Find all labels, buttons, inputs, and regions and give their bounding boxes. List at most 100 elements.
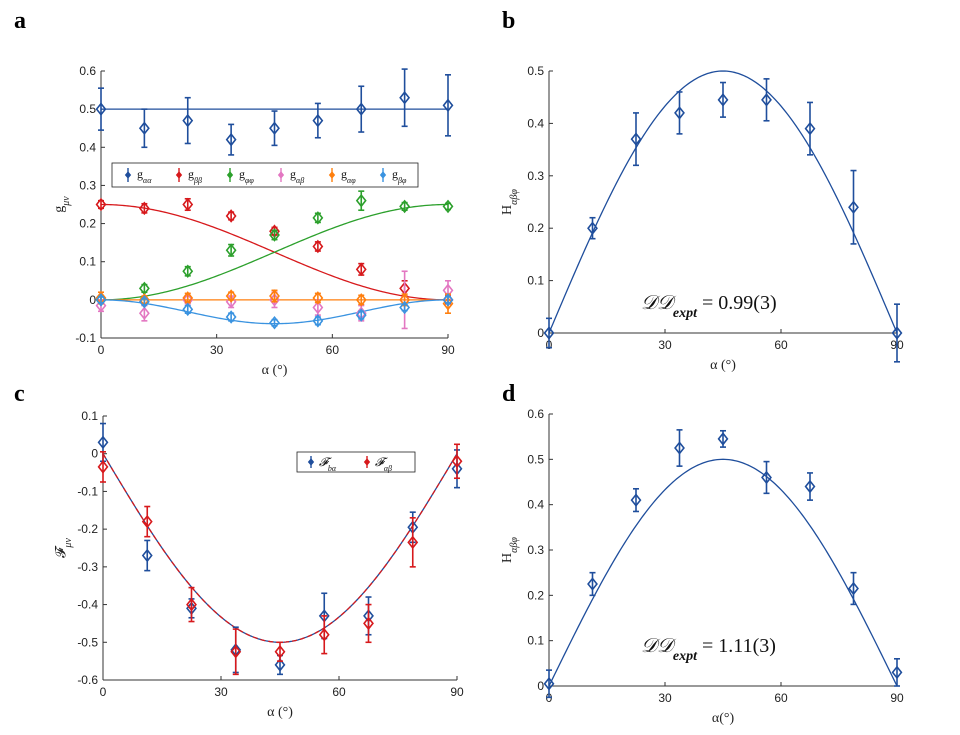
- data-point: [717, 432, 729, 446]
- data-point: [674, 106, 685, 120]
- y-axis-label: Hαβφ: [500, 537, 520, 563]
- data-point: [141, 514, 153, 529]
- data-point: [543, 676, 555, 691]
- fit-curve-1: [548, 458, 898, 687]
- data-point: [399, 90, 411, 105]
- data-point: [97, 435, 109, 450]
- data-point: [269, 121, 280, 135]
- y-tick-label: 0: [91, 447, 98, 461]
- y-tick-label: 0.5: [527, 64, 544, 78]
- y-tick-label: 0.4: [79, 140, 96, 154]
- x-tick-label: 90: [890, 691, 904, 705]
- data-point: [95, 197, 107, 212]
- data-point: [225, 243, 237, 258]
- fit-curve-1: [102, 453, 458, 643]
- data-point: [225, 209, 237, 223]
- data-point: [848, 200, 859, 215]
- x-tick-label: 90: [450, 685, 464, 699]
- y-tick-label: 0.6: [527, 407, 544, 421]
- y-axis-label: gμν: [52, 196, 72, 213]
- data-point: [97, 460, 109, 474]
- legend: gαα gββ gφφ gαβ gαφ gβφ: [111, 162, 419, 188]
- data-point: [138, 306, 150, 320]
- series-5: [95, 289, 454, 315]
- legend-marker: [226, 171, 234, 179]
- data-point: [891, 665, 903, 680]
- y-axis-label: Hαβφ: [500, 189, 520, 215]
- data-point: [312, 239, 324, 254]
- y-tick-label: 0.3: [527, 543, 544, 557]
- data-point: [95, 293, 107, 307]
- y-tick-label: -0.4: [77, 598, 98, 612]
- data-point: [312, 291, 324, 305]
- data-point: [848, 581, 859, 596]
- y-tick-label: 0: [537, 679, 544, 693]
- legend-box: [111, 162, 419, 188]
- x-axis-label: α (°): [262, 363, 288, 378]
- data-point: [138, 201, 150, 216]
- data-point: [587, 221, 598, 235]
- legend-label: gαφ: [341, 167, 356, 185]
- panel-d: d00.10.20.30.40.50.60306090α(°)Hαβφ𝒟𝒟exp…: [500, 381, 904, 726]
- legend-marker: [363, 458, 371, 466]
- data-point: [182, 302, 194, 317]
- data-point: [399, 199, 411, 214]
- data-point: [269, 289, 280, 303]
- y-tick-label: 0: [537, 326, 544, 340]
- x-tick-label: 30: [214, 685, 228, 699]
- y-tick-label: 0.5: [527, 452, 544, 466]
- data-point: [891, 326, 903, 340]
- data-point: [95, 102, 107, 116]
- series-1: [95, 68, 454, 156]
- x-tick-label: 0: [100, 685, 107, 699]
- y-tick-label: 0.5: [79, 102, 96, 116]
- y-axis-label: 𝓕μν: [54, 538, 74, 558]
- legend-box: [296, 451, 416, 473]
- y-tick-label: 0.4: [527, 498, 544, 512]
- panel-letter: b: [502, 8, 515, 34]
- y-tick-label: -0.2: [77, 522, 98, 536]
- y-tick-label: 0.1: [81, 409, 98, 423]
- x-tick-label: 30: [210, 343, 224, 357]
- data-point: [312, 314, 324, 328]
- data-point: [138, 294, 150, 309]
- legend-label: gβφ: [392, 167, 407, 185]
- data-point: [269, 228, 280, 242]
- fit-curve-1: [548, 70, 898, 334]
- x-tick-label: 0: [98, 343, 105, 357]
- data-point: [399, 300, 411, 315]
- panel-letter: a: [14, 8, 26, 34]
- data-point: [274, 658, 286, 672]
- data-point: [355, 102, 367, 116]
- series-1: [543, 429, 903, 699]
- data-point: [355, 262, 367, 277]
- x-tick-label: 60: [332, 685, 346, 699]
- data-point: [355, 308, 367, 322]
- series-1: [543, 78, 903, 363]
- data-point: [225, 289, 237, 303]
- y-tick-label: 0.1: [79, 255, 96, 269]
- data-point: [363, 616, 374, 631]
- data-point: [804, 121, 816, 136]
- data-point: [269, 315, 280, 330]
- fit-curve-2: [102, 453, 458, 643]
- panel-c: c -0.6 -0.5 -0.4 -0.3 -0.2 -0.1 0 0.1 0 30 60 90 α (°…: [14, 381, 464, 720]
- x-tick-label: 30: [658, 338, 672, 352]
- y-tick-label: 0.4: [527, 116, 544, 130]
- legend-marker: [175, 171, 183, 179]
- legend-label: gαα: [137, 167, 152, 185]
- data-point: [407, 535, 419, 550]
- data-point: [761, 93, 772, 107]
- x-tick-label: 60: [774, 338, 788, 352]
- data-point: [761, 470, 772, 485]
- x-tick-label: 60: [774, 691, 788, 705]
- x-tick-label: 90: [441, 343, 455, 357]
- data-point: [182, 264, 194, 279]
- data-point: [318, 627, 330, 642]
- data-point: [182, 197, 194, 212]
- data-point: [442, 293, 454, 307]
- series-2: [97, 443, 463, 676]
- data-point: [442, 199, 454, 214]
- data-point: [182, 113, 194, 128]
- legend-marker: [379, 171, 387, 179]
